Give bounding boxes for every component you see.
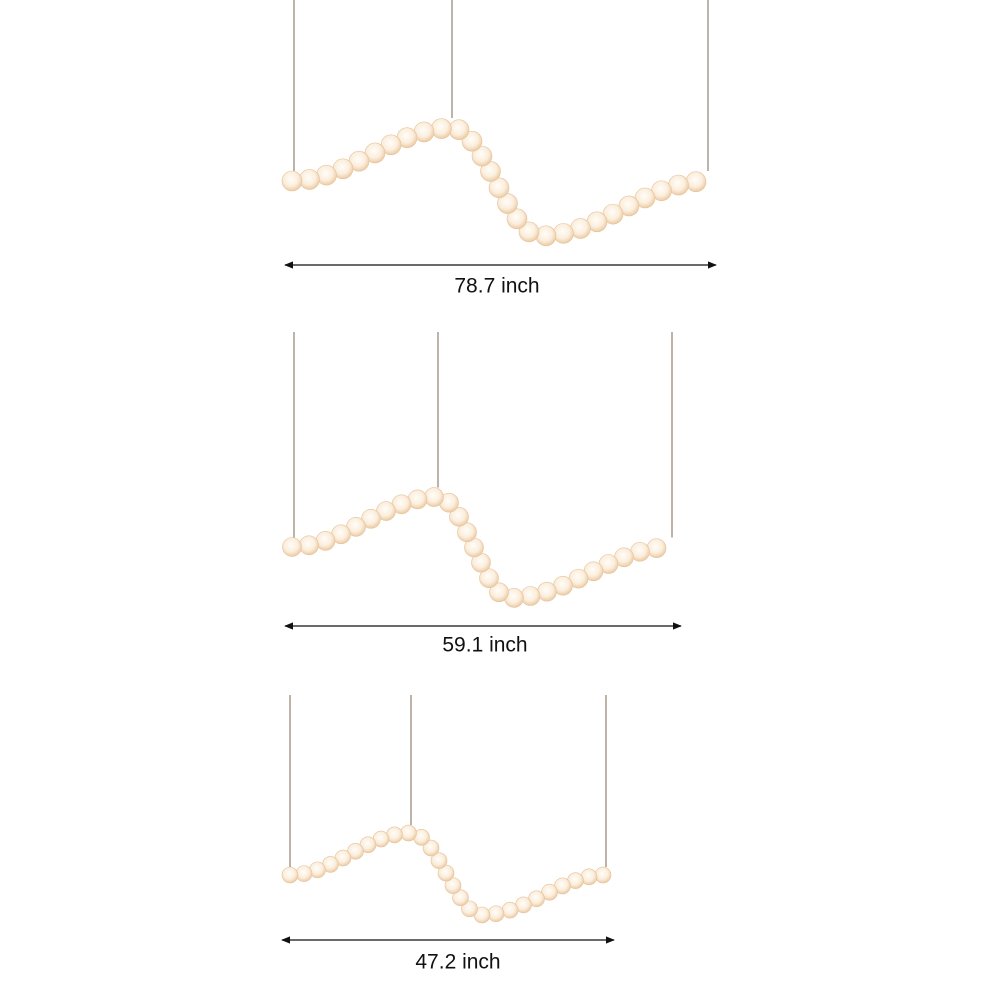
glass-bead <box>461 130 483 152</box>
glass-bead <box>501 901 519 919</box>
glass-bead <box>449 506 469 527</box>
glass-bead <box>299 535 319 556</box>
glass-bead <box>424 487 444 507</box>
glass-bead <box>448 119 470 140</box>
glass-bead <box>299 169 320 190</box>
glass-bead <box>422 839 440 857</box>
glass-bead <box>479 568 499 589</box>
glass-bead <box>553 223 574 244</box>
glass-bead <box>281 170 303 192</box>
glass-bead <box>444 877 462 894</box>
glass-bead <box>400 824 417 842</box>
glass-bead <box>646 538 667 558</box>
glass-bead <box>489 582 509 603</box>
glass-bead <box>316 164 337 186</box>
glass-bead <box>461 900 478 918</box>
glass-bead <box>487 905 505 923</box>
glass-bead <box>518 221 540 243</box>
glass-bead <box>471 145 493 167</box>
glass-bead <box>295 865 313 882</box>
glass-bead <box>594 866 612 884</box>
dimension-label: 78.7 inch <box>454 275 539 298</box>
dimension-label: 59.1 inch <box>442 634 527 657</box>
glass-bead <box>537 581 557 602</box>
glass-bead <box>457 522 477 543</box>
glass-bead <box>431 118 452 139</box>
glass-bead <box>281 866 299 884</box>
glass-bead <box>506 208 528 230</box>
glass-bead <box>520 586 541 606</box>
dimension-label: 47.2 inch <box>415 951 500 974</box>
glass-bead <box>430 852 448 869</box>
glass-bead <box>282 537 302 557</box>
glass-bead <box>488 177 510 199</box>
glass-bead <box>535 225 557 247</box>
glass-bead <box>315 530 336 551</box>
glass-bead <box>685 171 707 192</box>
glass-bead <box>452 889 469 907</box>
